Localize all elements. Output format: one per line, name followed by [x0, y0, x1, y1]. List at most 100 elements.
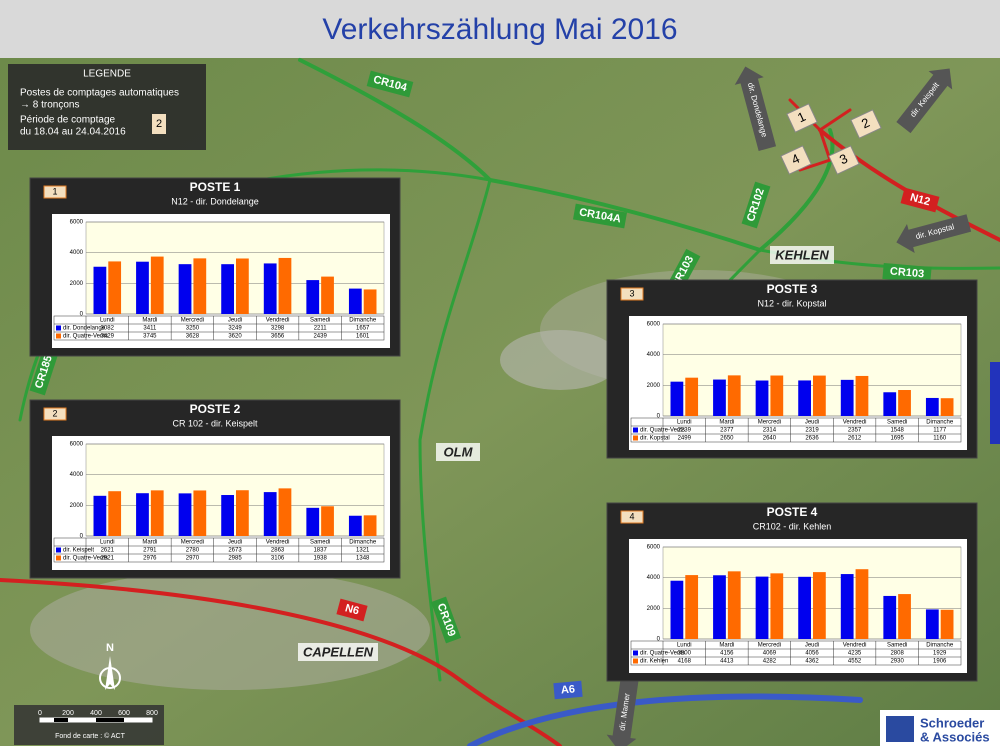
junction-badges: 1 2 3 4 — [780, 103, 882, 175]
road-label: A6 — [560, 683, 575, 696]
bar — [363, 289, 377, 314]
table-value: 2499 — [678, 436, 692, 442]
legend-label: dir. Dondelange — [63, 326, 106, 332]
table-value: 2211 — [314, 326, 328, 332]
x-tick-label: Mardi — [719, 420, 734, 426]
x-tick-label: Mercredi — [758, 420, 781, 426]
x-tick-label: Samedi — [887, 420, 907, 426]
table-value: 2863 — [271, 548, 285, 554]
junction-badge — [780, 145, 812, 175]
bar — [321, 506, 334, 536]
x-tick-label: Lundi — [677, 420, 692, 426]
y-tick-label: 0 — [80, 534, 84, 540]
legend-swatch — [633, 658, 638, 664]
bar — [713, 379, 726, 416]
bar — [236, 258, 249, 314]
x-tick-label: Mardi — [142, 540, 157, 546]
data-table — [630, 417, 962, 443]
table-value: 2921 — [101, 556, 115, 562]
legend-swatch — [56, 325, 61, 331]
bar — [136, 493, 149, 536]
chart-badge — [43, 185, 67, 199]
chart-badge — [43, 407, 67, 421]
scale-label: 0 — [38, 710, 42, 717]
road-label: N12 — [909, 192, 932, 209]
table-value: 2808 — [890, 651, 904, 657]
table-value: 1548 — [890, 428, 904, 434]
scale-label: 600 — [118, 710, 130, 717]
x-tick-label: Mardi — [719, 643, 734, 649]
road-badge — [553, 680, 583, 700]
legend-label: dir. Quatre-Vents — [640, 428, 685, 434]
north-arrow: N — [99, 642, 121, 690]
table-value: 4552 — [848, 659, 862, 665]
x-tick-label: Jeudi — [228, 318, 242, 324]
table-value: 1938 — [313, 556, 327, 562]
road-label: N6 — [344, 602, 361, 617]
place-label: KEHLEN — [775, 247, 829, 262]
data-table — [53, 537, 385, 563]
table-value: 3628 — [186, 334, 200, 340]
table-value: 4235 — [848, 651, 862, 657]
road-badge — [741, 181, 771, 229]
arrow — [896, 214, 972, 253]
road-badge — [366, 70, 414, 98]
table-value: 1160 — [933, 436, 947, 442]
legend-swatch — [633, 435, 638, 441]
chart-badge-label: 3 — [629, 288, 634, 298]
bar — [348, 515, 362, 536]
x-tick-label: Samedi — [310, 540, 330, 546]
junction-badge — [786, 103, 818, 133]
table-value: 2673 — [228, 548, 242, 554]
scale-box: 0 200 400 600 800 Fond de carte : © ACT — [14, 705, 164, 745]
chart-badge — [620, 510, 644, 524]
road-badge — [336, 598, 368, 622]
legend-line: → 8 tronçons — [20, 100, 79, 111]
road — [467, 693, 863, 746]
chart-subtitle: N12 - dir. Dondelange — [171, 196, 259, 206]
bar — [193, 258, 207, 314]
table-value: 1321 — [356, 548, 370, 554]
table-value: 3250 — [186, 326, 200, 332]
table-value: 3429 — [101, 334, 115, 340]
x-tick-label: Mardi — [142, 318, 157, 324]
table-value: 2970 — [186, 556, 200, 562]
bar — [898, 594, 911, 639]
x-tick-label: Dimanche — [926, 420, 954, 426]
road-badge — [573, 203, 627, 229]
scale-label: 400 — [90, 710, 102, 717]
logo: Schroeder & Associés — [880, 710, 1000, 746]
y-tick-label: 0 — [657, 414, 661, 420]
logo-mark — [886, 716, 914, 742]
y-tick-label: 2000 — [647, 383, 661, 389]
bar — [306, 507, 320, 536]
chart-badge-label: 4 — [629, 511, 634, 521]
bar — [855, 375, 869, 416]
bar — [755, 576, 769, 639]
road-badge — [29, 348, 59, 396]
place-box — [298, 643, 378, 661]
bar — [898, 390, 911, 416]
table-value: 2239 — [678, 428, 692, 434]
table-value: 2930 — [890, 659, 904, 665]
bar — [221, 495, 234, 536]
bar — [855, 569, 869, 639]
junction-badge — [850, 109, 882, 139]
table-value: 3082 — [101, 326, 115, 332]
north-symbol — [105, 656, 115, 690]
bar — [727, 375, 741, 416]
bar — [883, 392, 897, 416]
table-value: 2650 — [720, 436, 734, 442]
table-value: 2357 — [848, 428, 862, 434]
y-tick-label: 4000 — [70, 250, 84, 256]
legend-swatch — [56, 547, 61, 553]
x-tick-label: Vendredi — [266, 318, 290, 324]
table-value: 4362 — [805, 659, 819, 665]
bar — [363, 515, 377, 536]
edge-marker — [990, 362, 1000, 444]
x-tick-label: Jeudi — [228, 540, 242, 546]
chart-badge-label: 2 — [52, 408, 57, 418]
bar — [136, 261, 149, 314]
legend-swatch — [633, 427, 638, 433]
chart-title: POSTE 2 — [190, 402, 241, 416]
